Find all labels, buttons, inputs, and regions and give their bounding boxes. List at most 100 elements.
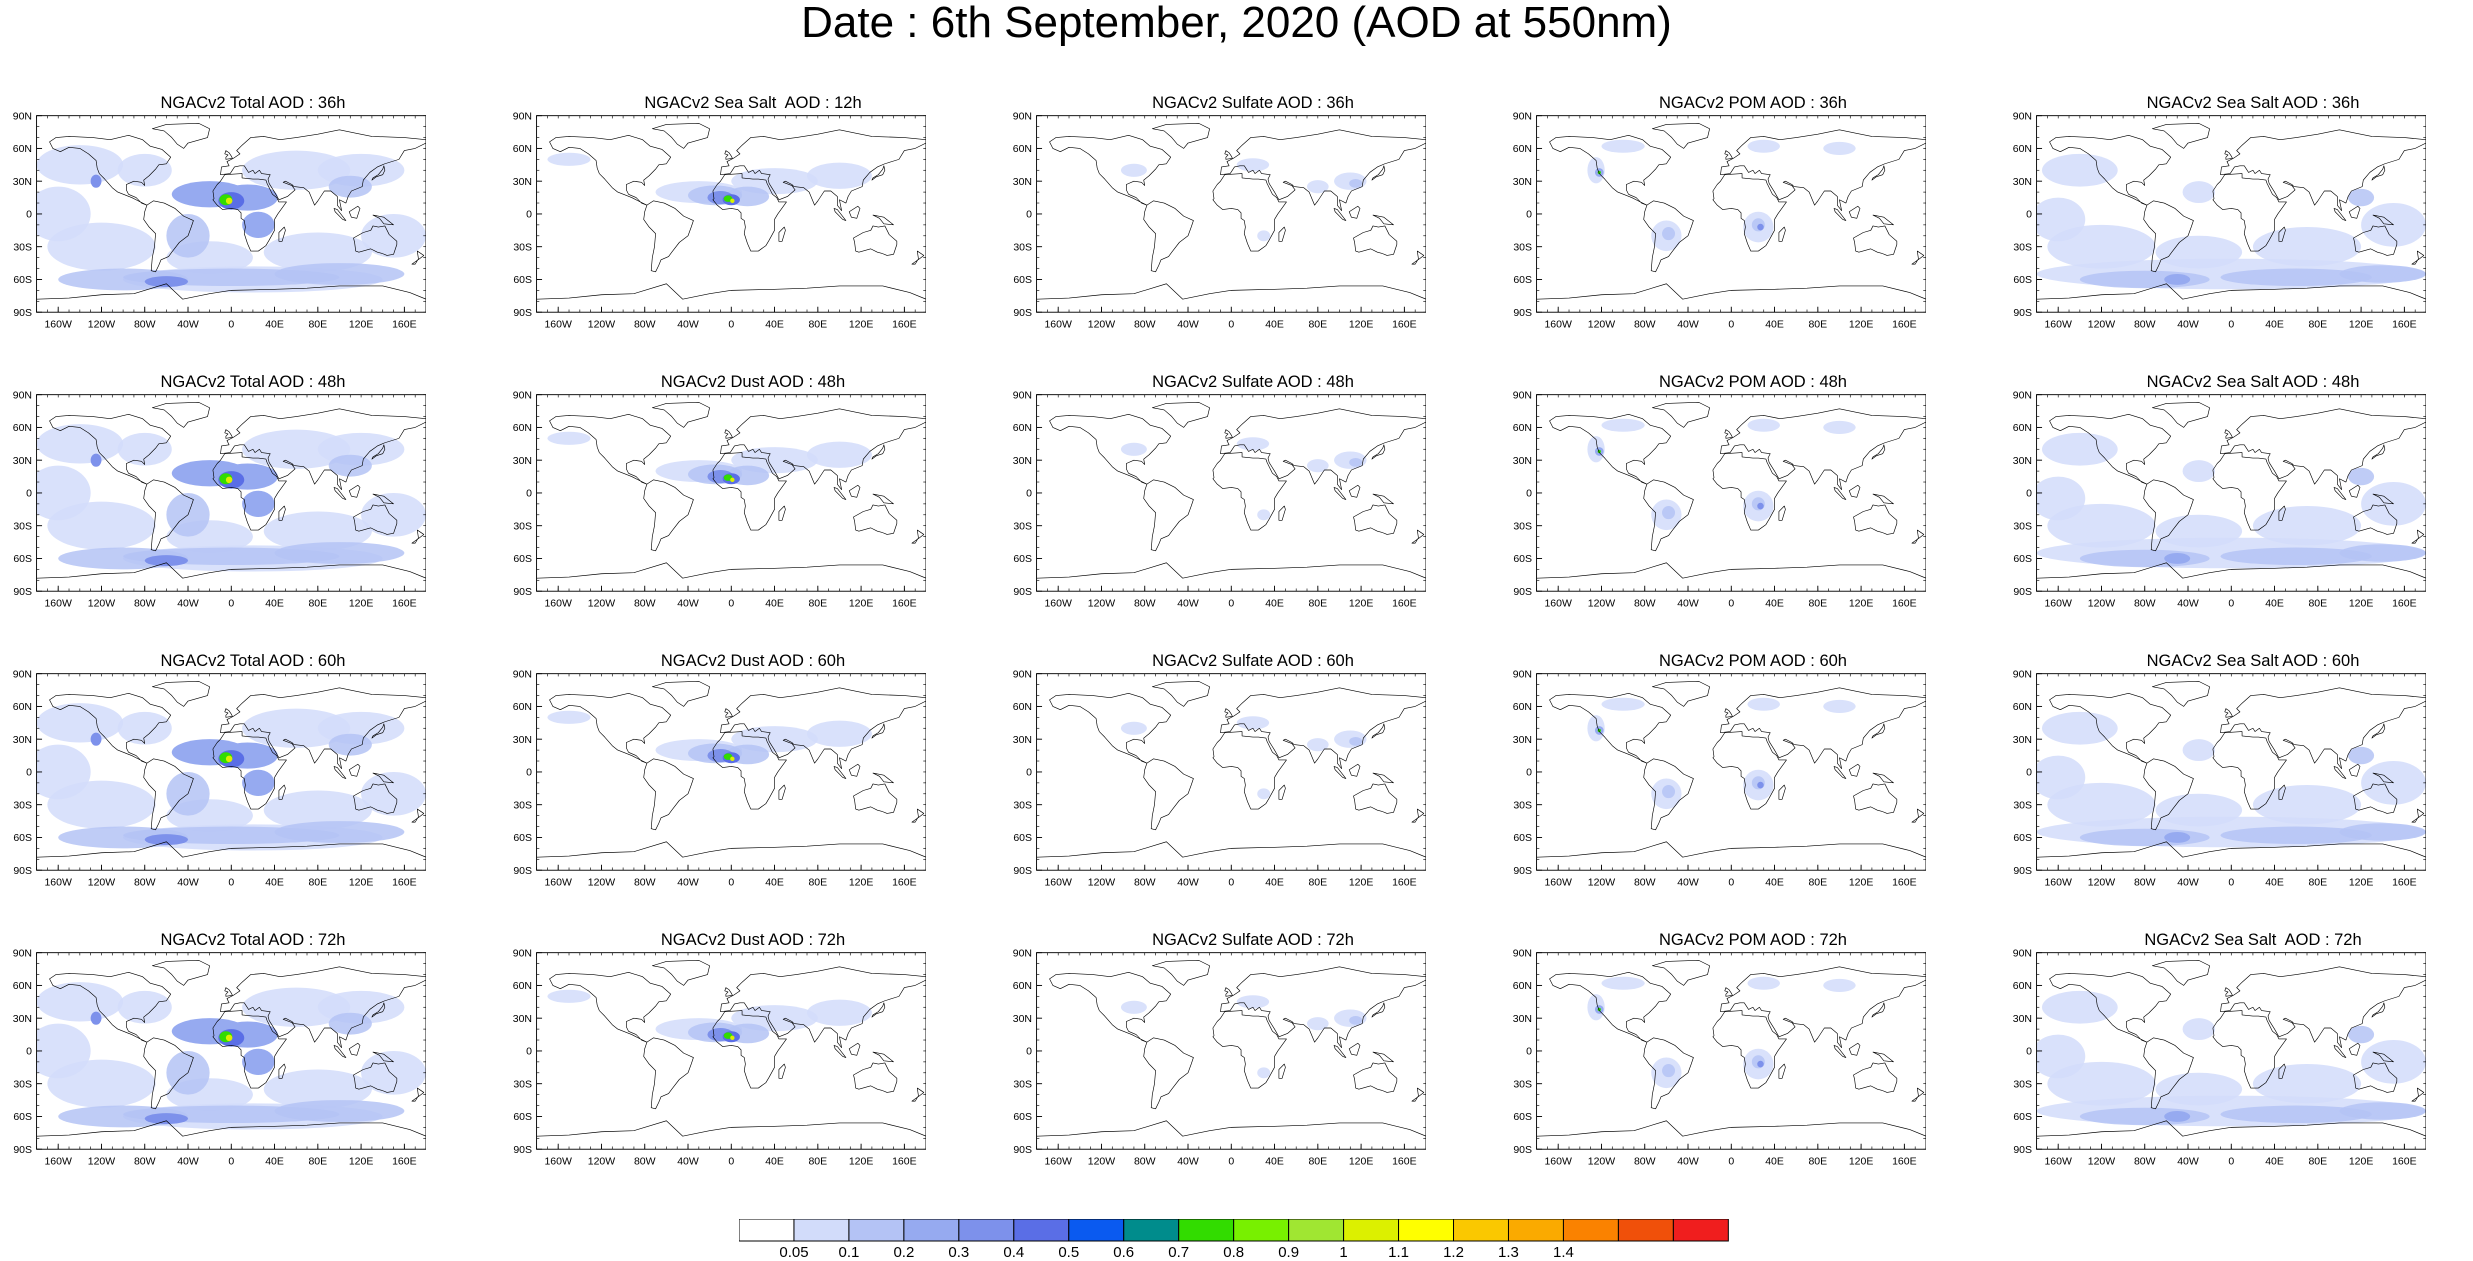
panel-title: NGACv2 Dust AOD : 48h	[660, 373, 846, 391]
coastline-africa	[212, 452, 287, 531]
lat-label: 90S	[1513, 865, 1532, 877]
aerosol-patch	[1236, 437, 1270, 451]
lon-label: 40W	[177, 1156, 199, 1168]
world-map: 90N 60N 30N 0 30S 60S 90S 160W 120W 80W 40W 0 40E 80E…	[13, 947, 426, 1168]
lon-label: 40E	[765, 319, 784, 331]
aerosol-patch	[1601, 697, 1645, 711]
lon-label: 40E	[1265, 877, 1284, 889]
coastline-madagascar	[2278, 1063, 2286, 1079]
aerosol-patch	[1307, 180, 1329, 194]
coastline-africa	[1212, 173, 1287, 252]
coastline-britain	[1224, 987, 1233, 997]
panel-title: NGACv2 Total AOD : 72h	[160, 931, 346, 949]
coastline-antarctica	[536, 1120, 926, 1137]
lon-label: 160E	[1892, 1156, 1917, 1168]
coastline-japan	[2371, 723, 2386, 739]
lon-label: 80E	[808, 1156, 827, 1168]
map-panel-total: NGACv2 Total AOD : 36h 90N 60N 30N 0 30S 60S 90…	[13, 94, 466, 354]
lat-label: 30N	[1013, 1013, 1032, 1025]
map-panel-total: NGACv2 Total AOD : 48h 90N 60N 30N 0 30S 60S 90…	[13, 373, 466, 633]
coastline-madagascar	[278, 226, 286, 242]
lon-label: 120E	[1849, 319, 1874, 331]
panel-title: NGACv2 Sulfate AOD : 48h	[1152, 373, 1354, 391]
world-map: 90N 60N 30N 0 30S 60S 90S 160W 120W 80W 40W 0 40E 80E…	[2013, 389, 2426, 610]
coastline-madagascar	[1278, 1063, 1286, 1079]
figure-title: Date : 6th September, 2020 (AOD at 550nm…	[801, 0, 1672, 47]
aerosol-patch	[1120, 1000, 1147, 1014]
aerosol-patch	[36, 424, 124, 464]
lon-label: 120W	[88, 1156, 116, 1168]
world-map: 90N 60N 30N 0 30S 60S 90S 160W 120W 80W 40W 0 40E 80E…	[1013, 947, 1426, 1168]
aerosol-patch	[144, 555, 189, 567]
lon-label: 80E	[308, 1156, 327, 1168]
coastline-north-america	[49, 414, 171, 485]
lon-label: 120E	[1349, 598, 1374, 610]
lon-label: 160W	[1544, 598, 1572, 610]
coastline-new-guinea	[372, 772, 394, 784]
lon-label: 160E	[1892, 598, 1917, 610]
colorbar-label: 1.1	[1388, 1244, 1409, 1259]
lat-label: 0	[2026, 1046, 2032, 1058]
panel-title: NGACv2 Sea Salt AOD : 36h	[2146, 94, 2360, 112]
colorbar-label: 1.2	[1443, 1244, 1464, 1259]
coastline-new-zealand	[411, 808, 425, 823]
lat-label: 90S	[1013, 586, 1032, 598]
aerosol-patch	[1823, 978, 1856, 992]
lat-label: 60S	[513, 832, 532, 844]
coastline-sumatra	[1333, 766, 1347, 779]
lon-label: 160E	[392, 598, 417, 610]
aerosol-patch	[225, 476, 233, 484]
lon-label: 120W	[2088, 877, 2116, 889]
coastline-britain	[724, 150, 733, 160]
coastline-new-guinea	[872, 1051, 894, 1063]
lon-label: 0	[1228, 877, 1234, 889]
lon-label: 0	[728, 877, 734, 889]
lat-label: 90N	[13, 389, 32, 401]
coastline-antarctica	[2036, 562, 2426, 579]
coastline-africa	[712, 1010, 787, 1089]
coastline-borneo	[348, 1042, 361, 1056]
map-panel-total: NGACv2 Total AOD : 60h 90N 60N 30N 0 30S 60S 90…	[13, 652, 466, 912]
lon-label: 120W	[1088, 319, 1116, 331]
lon-label: 160W	[2044, 598, 2072, 610]
lat-label: 60S	[13, 553, 32, 565]
map-panel-seasalt: NGACv2 Sea Salt AOD : 36h 90N 60N 30N 0 30S 60…	[2013, 94, 2466, 354]
lat-label: 90S	[1513, 307, 1532, 319]
coastline-greenland	[2151, 123, 2210, 149]
coastline-new-guinea	[1372, 1051, 1394, 1063]
lon-label: 80W	[634, 598, 656, 610]
coastline-japan	[1871, 444, 1886, 460]
coastline-south-america	[1643, 758, 1694, 831]
aerosol-patch	[90, 1011, 102, 1025]
colorbar: 0.05 0.1 0.2 0.3 0.4 0.5 0.6 0.7 0.8 0.9 1 1.1 1.2 1.…	[739, 1219, 1729, 1259]
lat-label: 0	[26, 488, 32, 500]
coastline-borneo	[1848, 1042, 1861, 1056]
coastline-sumatra	[1833, 208, 1847, 221]
map-panel-sulfate: NGACv2 Sulfate AOD : 72h 90N 60N 30N 0 30S 60S…	[1013, 931, 1466, 1191]
lon-label: 40E	[1765, 319, 1784, 331]
coastline-britain	[1224, 150, 1233, 160]
coastline-south-america	[2143, 200, 2194, 273]
coastline-borneo	[848, 484, 861, 498]
lon-label: 80E	[808, 598, 827, 610]
aerosol-patch	[730, 198, 735, 204]
lon-label: 120W	[588, 877, 616, 889]
coastline-britain	[224, 987, 233, 997]
lat-label: 0	[526, 488, 532, 500]
aerosol-patch	[361, 213, 426, 258]
coastline-madagascar	[1778, 505, 1786, 521]
lat-label: 30N	[1513, 455, 1532, 467]
lon-label: 120W	[588, 598, 616, 610]
aerosol-patch	[361, 1050, 426, 1095]
map-panel-seasalt: NGACv2 Sea Salt AOD : 48h 90N 60N 30N 0 30S 60…	[2013, 373, 2466, 633]
coastline-africa	[1212, 1010, 1287, 1089]
coastline-south-america	[643, 758, 694, 831]
aerosol-patch	[117, 153, 172, 187]
lon-label: 40E	[2265, 1156, 2284, 1168]
lon-label: 120W	[2088, 1156, 2116, 1168]
aerosol-patch	[2041, 711, 2118, 745]
coastline-madagascar	[1278, 505, 1286, 521]
aerosol-patch	[1120, 721, 1147, 735]
lon-label: 120W	[88, 319, 116, 331]
map-panel-seasalt: NGACv2 Sea Salt AOD : 72h 90N 60N 30N 0 30S 60…	[2013, 931, 2466, 1191]
